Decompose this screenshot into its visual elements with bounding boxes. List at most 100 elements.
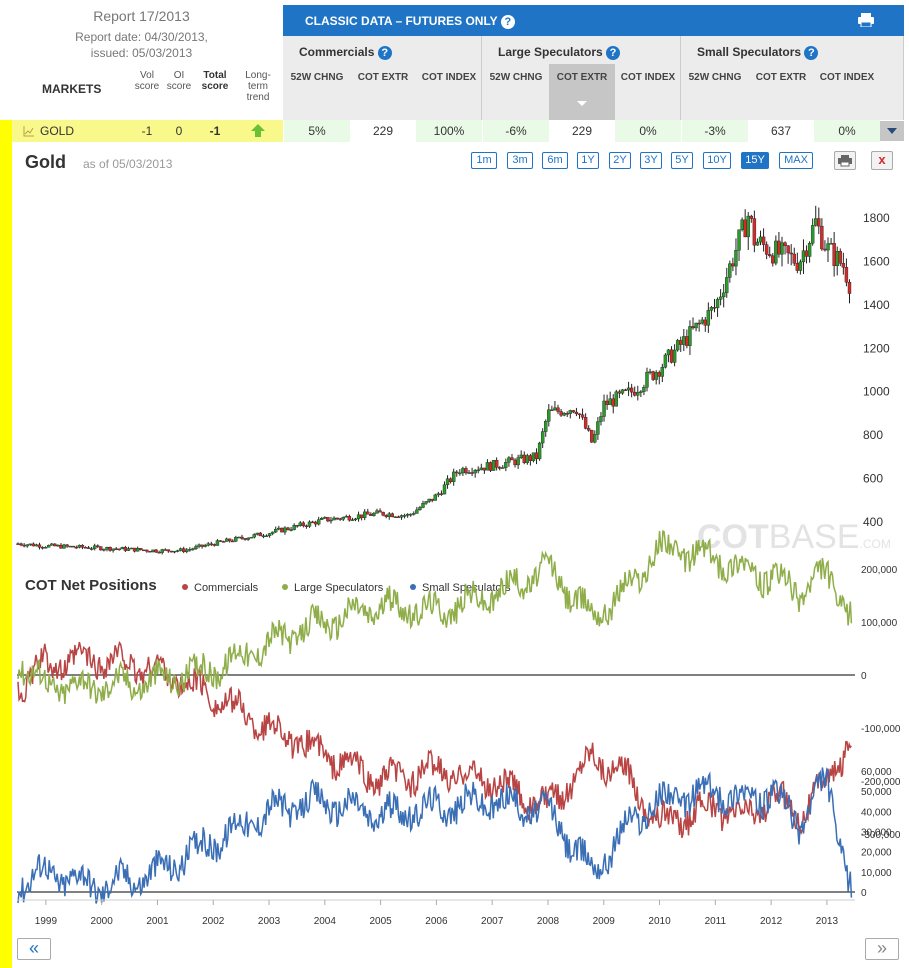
candle-body bbox=[654, 372, 658, 380]
candle-body bbox=[160, 549, 164, 553]
candle-body bbox=[586, 428, 591, 431]
series-commercials bbox=[17, 640, 852, 838]
candle-body bbox=[341, 516, 345, 520]
candle-body bbox=[126, 548, 131, 551]
col-52w-chng[interactable]: 52W CHNG bbox=[290, 72, 344, 83]
candle-body bbox=[777, 240, 781, 255]
range-6m-button[interactable]: 6m bbox=[542, 152, 568, 169]
candle-body bbox=[228, 538, 232, 542]
range-1m-button[interactable]: 1m bbox=[471, 152, 497, 169]
price-plot-area bbox=[17, 180, 857, 570]
market-name[interactable]: GOLD bbox=[40, 124, 75, 138]
range-2y-button[interactable]: 2Y bbox=[609, 152, 631, 169]
candle-body bbox=[22, 544, 26, 547]
commercials-title: Commercials bbox=[299, 45, 375, 59]
range-1y-button[interactable]: 1Y bbox=[577, 152, 599, 169]
help-icon[interactable]: ? bbox=[377, 45, 392, 60]
candle-body bbox=[639, 391, 643, 393]
col-cot-extr[interactable]: COT EXTR bbox=[755, 72, 807, 83]
help-icon[interactable]: ? bbox=[500, 14, 515, 29]
candle-body bbox=[68, 545, 72, 548]
x-tick-2006: 2006 bbox=[425, 916, 448, 927]
range-15y-button[interactable]: 15Y bbox=[741, 152, 769, 169]
col-cot-index[interactable]: COT INDEX bbox=[819, 72, 875, 83]
candle-body bbox=[749, 215, 754, 219]
print-icon[interactable] bbox=[858, 13, 874, 27]
candle-body bbox=[212, 544, 217, 546]
help-icon[interactable]: ? bbox=[804, 45, 819, 60]
candle-body bbox=[485, 462, 490, 471]
candle-body bbox=[657, 372, 661, 377]
range-max-button[interactable]: MAX bbox=[779, 152, 813, 169]
candle-body bbox=[593, 434, 597, 443]
candle-body bbox=[626, 387, 631, 391]
candle-body bbox=[669, 349, 674, 363]
candle-body bbox=[261, 535, 266, 538]
candle-body bbox=[804, 250, 809, 257]
candle-body bbox=[421, 503, 425, 508]
col-52w-chng[interactable]: 52W CHNG bbox=[688, 72, 742, 83]
candle-body bbox=[436, 493, 441, 496]
market-row-gold[interactable] bbox=[0, 120, 909, 142]
candle-body bbox=[725, 277, 729, 294]
candle-body bbox=[439, 493, 444, 495]
help-icon[interactable]: ? bbox=[606, 45, 621, 60]
candle-body bbox=[675, 340, 680, 351]
candle-body bbox=[188, 549, 192, 551]
candle-body bbox=[810, 225, 815, 244]
candle-body bbox=[755, 241, 760, 246]
lower-tick-5: 10,000 bbox=[861, 868, 892, 879]
lower-tick-4: 20,000 bbox=[861, 848, 892, 859]
close-chart-button[interactable]: x bbox=[871, 151, 893, 170]
candle-body bbox=[565, 413, 569, 415]
candle-body bbox=[556, 407, 560, 412]
range-3m-button[interactable]: 3m bbox=[507, 152, 533, 169]
candle-body bbox=[467, 472, 471, 474]
upper-tick-2: 0 bbox=[861, 671, 867, 682]
candle-body bbox=[384, 514, 388, 517]
candle-body bbox=[375, 510, 379, 514]
price-tick-400: 400 bbox=[863, 515, 883, 529]
col-cot-extr[interactable]: COT EXTR bbox=[357, 72, 409, 83]
candle-body bbox=[844, 267, 849, 283]
candle-body bbox=[645, 371, 649, 388]
col-cot-index[interactable]: COT INDEX bbox=[620, 72, 676, 83]
prev-button[interactable]: « bbox=[17, 938, 51, 960]
candle-body bbox=[120, 547, 125, 550]
candle-body bbox=[703, 319, 707, 326]
col-52w-chng[interactable]: 52W CHNG bbox=[489, 72, 543, 83]
range-10y-button[interactable]: 10Y bbox=[703, 152, 731, 169]
candle-body bbox=[688, 326, 692, 346]
candle-body bbox=[458, 472, 462, 475]
candle-body bbox=[363, 511, 367, 518]
x-tick-2003: 2003 bbox=[258, 916, 281, 927]
candle-body bbox=[700, 319, 704, 324]
candle-body bbox=[46, 544, 51, 548]
candle-body bbox=[442, 484, 447, 495]
lower-tick-2: 40,000 bbox=[861, 807, 892, 818]
range-5y-button[interactable]: 5Y bbox=[671, 152, 693, 169]
candle-body bbox=[102, 549, 106, 551]
col-cot-index[interactable]: COT INDEX bbox=[421, 72, 477, 83]
small-speculators-group: Small Speculators ? bbox=[681, 36, 904, 120]
col-cot-extr-selected[interactable]: COT EXTR bbox=[556, 72, 608, 83]
collapse-button[interactable] bbox=[880, 121, 904, 141]
price-tick-1800: 1800 bbox=[863, 211, 890, 225]
upper-tick-3: -100,000 bbox=[861, 724, 901, 735]
x-tick-2010: 2010 bbox=[648, 916, 671, 927]
candle-body bbox=[142, 549, 146, 552]
candle-body bbox=[482, 467, 487, 471]
candle-body bbox=[274, 528, 278, 533]
candle-body bbox=[145, 549, 149, 552]
x-tick-2009: 2009 bbox=[593, 916, 616, 927]
print-chart-button[interactable] bbox=[834, 151, 856, 170]
candle-body bbox=[99, 546, 103, 551]
candle-body bbox=[320, 518, 324, 520]
candle-body bbox=[139, 548, 143, 551]
range-3y-button[interactable]: 3Y bbox=[640, 152, 662, 169]
next-button[interactable]: » bbox=[865, 938, 899, 960]
commercials-cot-index: 100% bbox=[416, 120, 482, 142]
candle-body bbox=[16, 543, 20, 545]
report-date: Report date: 04/30/2013, bbox=[75, 30, 208, 44]
candle-body bbox=[789, 252, 793, 255]
